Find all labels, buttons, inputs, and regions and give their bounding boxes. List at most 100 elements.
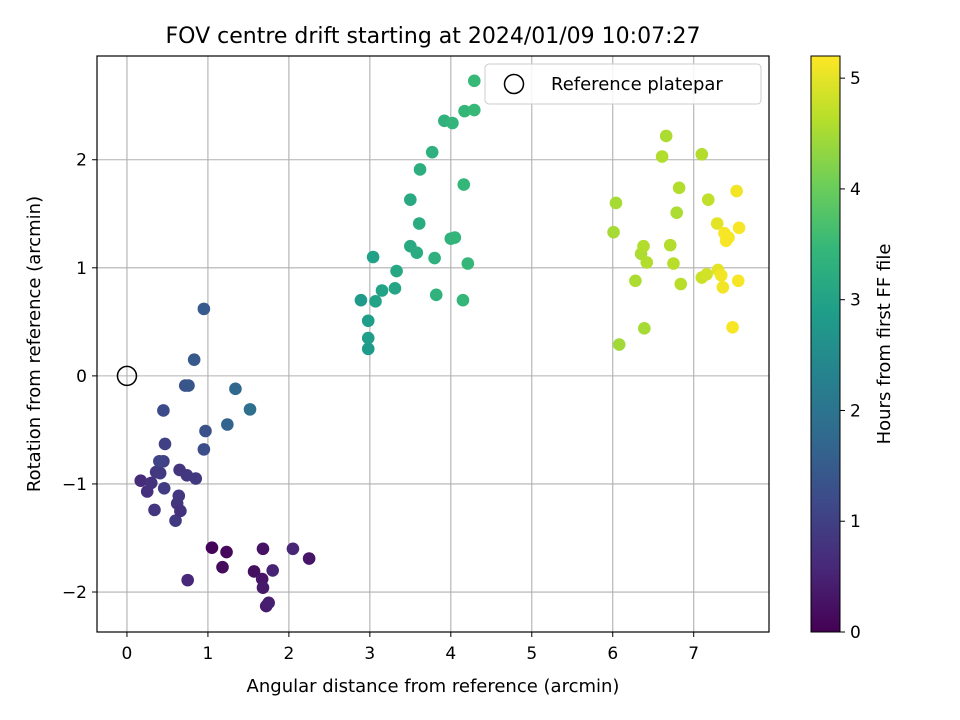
colorbar-tick-label: 3 (850, 291, 861, 311)
scatter-point (659, 129, 673, 143)
scatter-point (730, 184, 743, 198)
scatter-point (369, 295, 382, 308)
scatter-point (375, 284, 389, 297)
scatter-point (286, 542, 300, 556)
scatter-point (655, 150, 669, 163)
scatter-point (413, 163, 427, 176)
scatter-point (181, 573, 194, 587)
scatter-point (446, 116, 459, 130)
scatter-point (302, 552, 316, 565)
scatter-point (638, 322, 651, 335)
scatter-point (716, 280, 730, 294)
scatter-point (205, 541, 219, 555)
scatter-point (410, 246, 424, 259)
colorbar-ticks: 0 1 2 3 4 5 (840, 69, 861, 643)
scatter-point (366, 250, 380, 264)
scatter-point (174, 504, 187, 518)
scatter-point (221, 418, 234, 431)
colorbar-tick-label: 0 (850, 623, 861, 643)
scatter-point (199, 424, 212, 438)
scatter-point (197, 443, 211, 456)
scatter-point (425, 145, 439, 159)
scatter-point (361, 342, 375, 356)
scatter-point (612, 338, 626, 351)
scatter-point (456, 293, 470, 307)
scatter-point (189, 472, 203, 485)
scatter-point (674, 277, 688, 291)
scatter-point (448, 231, 462, 244)
x-tick-label: 4 (445, 644, 456, 664)
scatter-point (461, 257, 475, 270)
scatter-point (153, 466, 167, 480)
chart-title: FOV centre drift starting at 2024/01/09 … (166, 24, 701, 49)
scatter-point (731, 274, 745, 288)
scatter-point (404, 193, 417, 207)
scatter-point (169, 514, 182, 527)
scatter-point (726, 320, 739, 334)
scatter-point (187, 353, 201, 366)
scatter-point (148, 503, 161, 517)
y-axis-label: Rotation from reference (arcmin) (24, 196, 45, 492)
scatter-point (243, 403, 257, 416)
x-tick-label: 7 (688, 644, 699, 664)
scatter-point (157, 404, 170, 417)
scatter-point (663, 238, 677, 252)
scatter-point (467, 74, 481, 88)
scatter-point (695, 148, 709, 161)
scatter-point (390, 264, 403, 278)
scatter-point (710, 217, 724, 230)
scatter-point (607, 225, 620, 239)
x-tick-label: 5 (526, 644, 537, 664)
scatter-points (134, 74, 746, 613)
colorbar-tick-label: 4 (850, 180, 861, 200)
y-tick-label: 0 (76, 367, 87, 387)
x-axis-ticks: 0 1 2 3 4 5 6 7 (122, 632, 699, 664)
scatter-point (144, 476, 158, 490)
x-tick-label: 0 (122, 644, 133, 664)
x-tick-label: 3 (364, 644, 375, 664)
plot-area-frame (96, 55, 770, 633)
scatter-point (247, 565, 261, 578)
scatter-point (262, 596, 275, 610)
y-tick-label: 2 (76, 151, 87, 171)
colorbar-tick-label: 2 (850, 401, 861, 421)
scatter-point (457, 178, 471, 191)
scatter-point (672, 181, 686, 195)
scatter-point (429, 288, 443, 302)
scatter-point (197, 302, 211, 316)
grid (97, 56, 769, 632)
y-axis-ticks: −2 −1 0 1 2 (62, 151, 97, 603)
scatter-point (134, 474, 148, 488)
y-tick-label: 1 (76, 259, 87, 279)
scatter-point (701, 193, 715, 207)
legend-hollow-circle-icon (503, 73, 525, 95)
scatter-point (458, 104, 471, 118)
scatter-point (388, 282, 402, 295)
colorbar-gradient (810, 55, 841, 633)
scatter-point (467, 103, 481, 117)
scatter-point (256, 542, 270, 556)
scatter-point (722, 231, 735, 244)
scatter-point (637, 239, 650, 253)
scatter-point (412, 217, 426, 230)
reference-platepar-marker (116, 365, 138, 387)
scatter-point (229, 382, 242, 396)
scatter-point (670, 206, 684, 219)
legend-entry-reference-platepar: Reference platepar (551, 74, 723, 95)
y-tick-label: −2 (62, 583, 87, 603)
scatter-point (153, 454, 166, 468)
scatter-point (157, 481, 171, 495)
colorbar-tick-label: 5 (850, 69, 861, 89)
scatter-point (354, 293, 368, 307)
x-tick-label: 1 (203, 644, 214, 664)
scatter-point (667, 257, 680, 270)
scatter-point (216, 560, 229, 574)
x-tick-label: 2 (283, 644, 294, 664)
scatter-point (428, 251, 441, 265)
scatter-point (640, 256, 654, 269)
colorbar-label: Hours from first FF file (874, 244, 895, 445)
scatter-point (609, 196, 623, 210)
scatter-point (256, 581, 270, 594)
legend-box (484, 63, 762, 105)
